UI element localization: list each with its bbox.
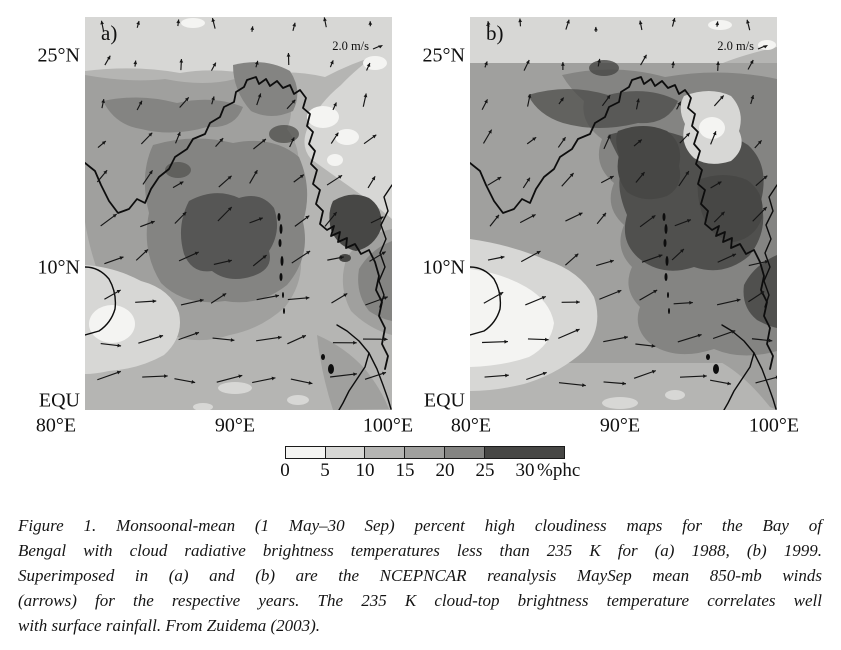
- colorbar-tick-label: 10: [355, 460, 375, 481]
- reference-vector-label: 2.0 m/s: [332, 39, 369, 53]
- figure-caption: Figure 1. Monsoonal-mean (1 May–30 Sep) …: [18, 513, 822, 638]
- map-panel-b: b) 2.0 m/s: [470, 17, 777, 410]
- colorbar-segment: [286, 447, 326, 458]
- coastline-sumatra: [336, 324, 370, 410]
- colorbar-tick-label: 15: [395, 460, 415, 481]
- cloudiness-map-b: [470, 17, 777, 410]
- andaman-islands: [277, 213, 334, 374]
- reference-vector-arrow-icon: [757, 44, 768, 50]
- caption-line: Figure 1. Monsoonal-mean (1 May–30 Sep) …: [18, 516, 822, 535]
- coastline-sri-lanka: [85, 266, 117, 336]
- colorbar-tick-label: 30: [515, 460, 535, 481]
- caption-line: (arrows) for the respective years. The 2…: [18, 591, 822, 610]
- cloudiness-map-a: [85, 17, 392, 410]
- colorbar-tick-label: 20: [435, 460, 455, 481]
- colorbar-segment: [444, 447, 485, 458]
- colorbar-tick-label: 25: [475, 460, 495, 481]
- caption-line: with surface rainfall. From Zuidema (200…: [18, 616, 321, 635]
- lon-label-80e-a: 80°E: [35, 414, 77, 437]
- lon-label-100e-b: 100°E: [748, 414, 800, 437]
- wind-arrows-a: [96, 17, 388, 385]
- caption-line: Bengal with cloud radiative brightness t…: [18, 541, 822, 560]
- map-panel-a: a) 2.0 m/s: [85, 17, 392, 410]
- coastline-sri-lanka: [470, 266, 502, 336]
- coastline-sumatra: [721, 324, 755, 410]
- colorbar-unit-label: %phc: [537, 460, 581, 481]
- coastline-sumatra-inner: [753, 352, 777, 410]
- lat-label-25n-a: 25°N: [37, 44, 80, 67]
- coastline-bay-of-bengal: [85, 76, 389, 370]
- wind-arrows-b: [481, 17, 777, 388]
- caption-line: Superimposed in (a) and (b) are the NCEP…: [18, 566, 822, 585]
- coastline-bay-of-bengal: [470, 76, 774, 370]
- lon-label-80e-b: 80°E: [450, 414, 492, 437]
- coastline-gulf: [378, 184, 392, 308]
- colorbar-tick-label: 5: [320, 460, 330, 481]
- colorbar: [285, 446, 565, 459]
- lat-label-10n-a: 10°N: [37, 256, 80, 279]
- colorbar-segment: [484, 447, 565, 458]
- wind-reference-vector-b: 2.0 m/s: [717, 39, 769, 54]
- coastline-gulf: [763, 184, 777, 308]
- lon-label-90e-a: 90°E: [214, 414, 256, 437]
- lon-label-100e-a: 100°E: [362, 414, 414, 437]
- lat-label-equ-b: EQU: [423, 389, 465, 412]
- lat-label-25n-b: 25°N: [422, 44, 465, 67]
- colorbar-tick-label: 0: [280, 460, 290, 481]
- reference-vector-label: 2.0 m/s: [717, 39, 754, 53]
- colorbar-segment: [365, 447, 406, 458]
- coastline-sumatra-inner: [368, 352, 392, 410]
- andaman-islands: [662, 213, 719, 374]
- panel-letter-b: b): [486, 21, 504, 45]
- wind-reference-vector-a: 2.0 m/s: [332, 39, 384, 54]
- panel-letter-a: a): [101, 21, 118, 45]
- lat-label-10n-b: 10°N: [422, 256, 465, 279]
- colorbar-segment: [325, 447, 366, 458]
- reference-vector-arrow-icon: [372, 44, 383, 50]
- lon-label-90e-b: 90°E: [599, 414, 641, 437]
- colorbar-segment: [405, 447, 445, 458]
- lat-label-equ-a: EQU: [38, 389, 80, 412]
